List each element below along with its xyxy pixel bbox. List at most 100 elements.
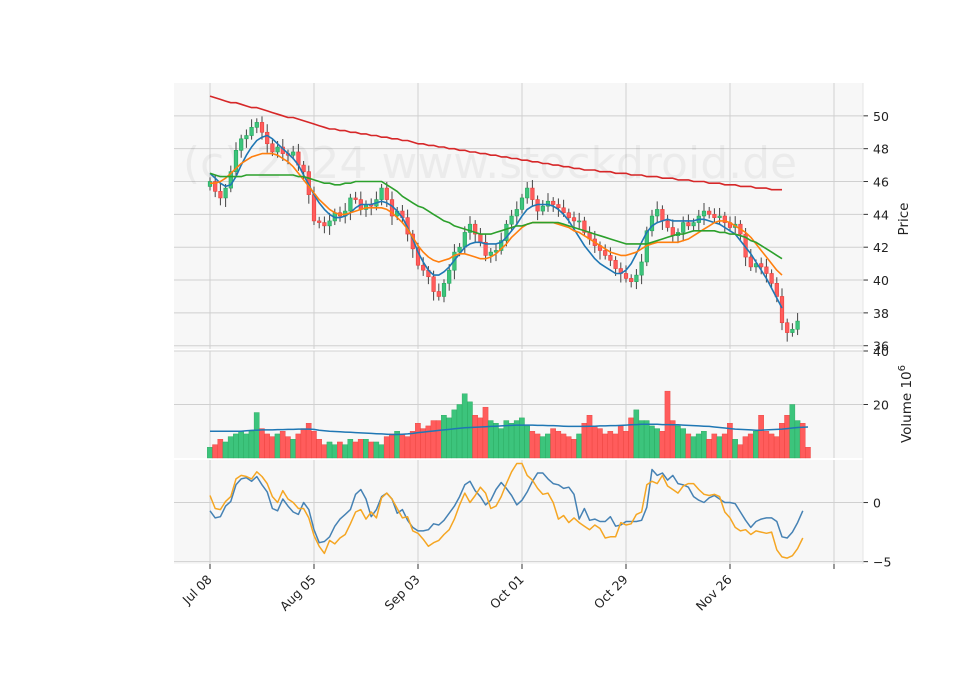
price-y-tick-label: 46	[873, 175, 889, 190]
volume-bar	[597, 428, 603, 459]
volume-bar	[368, 441, 374, 459]
candle-body	[473, 223, 478, 235]
price-y-tick-label: 50	[873, 109, 889, 124]
volume-bar	[415, 423, 421, 459]
candle-body	[509, 215, 514, 225]
candle-body	[421, 264, 426, 271]
candle-body	[311, 194, 317, 222]
candle-body	[379, 187, 384, 200]
candle-body	[483, 241, 488, 256]
volume-bar	[378, 444, 385, 459]
volume-bar	[498, 428, 504, 459]
volume-bar	[701, 431, 707, 459]
volume-bar	[680, 428, 686, 459]
candle-body	[639, 261, 644, 276]
volume-bar	[430, 420, 437, 459]
price-overlay-line	[210, 152, 783, 276]
candle-body	[233, 150, 239, 172]
candle-body	[504, 223, 509, 241]
x-tick-label: Sep 03	[381, 572, 422, 613]
candle-body	[634, 274, 639, 282]
volume-bar	[659, 431, 666, 459]
candle-body	[525, 187, 530, 199]
candle-body	[384, 187, 389, 200]
x-tick-label: Oct 01	[487, 572, 527, 612]
candle-body	[701, 210, 707, 217]
volume-y-tick-label: 40	[873, 344, 889, 359]
volume-bar	[477, 417, 484, 459]
volume-bar	[321, 444, 328, 459]
candle-body	[613, 260, 618, 269]
candle-body	[457, 246, 462, 253]
candle-body	[551, 200, 556, 205]
volume-bar	[711, 433, 718, 459]
volume-bar	[581, 423, 588, 459]
volume-bar	[773, 436, 780, 459]
volume-bar	[383, 436, 390, 459]
candle-body	[686, 222, 691, 227]
candle-body	[259, 122, 265, 133]
volume-bar	[394, 431, 400, 459]
candle-body	[291, 151, 296, 156]
candle-body	[530, 187, 535, 200]
volume-panel	[207, 390, 811, 459]
price-overlay-line	[209, 95, 782, 191]
candle-body	[665, 220, 670, 228]
candle-body	[795, 320, 800, 330]
price-y-tick-label: 44	[873, 207, 889, 222]
volume-bar	[467, 401, 473, 459]
volume-bar	[290, 439, 296, 459]
candle-body	[717, 215, 722, 218]
volume-bar	[633, 409, 640, 459]
volume-bar	[794, 420, 801, 459]
volume-bar	[763, 431, 770, 459]
candle-body	[213, 181, 218, 192]
candle-body	[348, 197, 353, 212]
indicator-panel	[209, 462, 804, 559]
price-y-tick-label: 42	[873, 240, 889, 255]
candle-body	[441, 283, 447, 297]
candle-body	[769, 273, 774, 284]
volume-bar	[389, 433, 395, 459]
volume-bar	[441, 415, 447, 459]
volume-bar	[742, 436, 749, 459]
volume-bar	[586, 415, 593, 459]
x-tick-label: Jul 08	[179, 572, 215, 608]
candle-body	[462, 232, 467, 248]
candle-body	[244, 135, 249, 140]
volume-bar	[685, 433, 692, 459]
volume-bar	[264, 433, 270, 459]
volume-bar	[675, 425, 681, 459]
volume-bar	[472, 415, 478, 459]
candle-body	[629, 278, 634, 282]
candle-body	[317, 220, 322, 223]
candle-body	[239, 138, 244, 151]
x-tick-label: Oct 29	[591, 572, 631, 612]
volume-bar	[519, 417, 525, 459]
candle-body	[556, 204, 561, 209]
candle-body	[712, 214, 717, 218]
price-y-tick-label: 40	[873, 273, 889, 288]
candle-body	[649, 215, 655, 232]
volume-bar	[602, 433, 608, 459]
volume-bar	[363, 439, 369, 459]
volume-bar	[716, 436, 723, 459]
volume-bar	[248, 431, 255, 459]
candle-body	[228, 171, 233, 189]
volume-bar	[493, 423, 499, 459]
volume-bar	[638, 420, 645, 459]
candle-body	[790, 328, 795, 333]
volume-axis-label-text: Volume	[899, 393, 915, 443]
candle-body	[327, 220, 332, 227]
volume-bar	[446, 417, 452, 459]
volume-bar	[690, 436, 697, 459]
volume-bar	[545, 433, 551, 459]
candle-body	[623, 273, 629, 279]
price-overlay-line	[209, 134, 783, 309]
candle-body	[353, 197, 358, 200]
volume-bar	[373, 441, 380, 459]
volume-bar	[461, 393, 468, 459]
volume-y-tick-label: 20	[873, 398, 889, 413]
